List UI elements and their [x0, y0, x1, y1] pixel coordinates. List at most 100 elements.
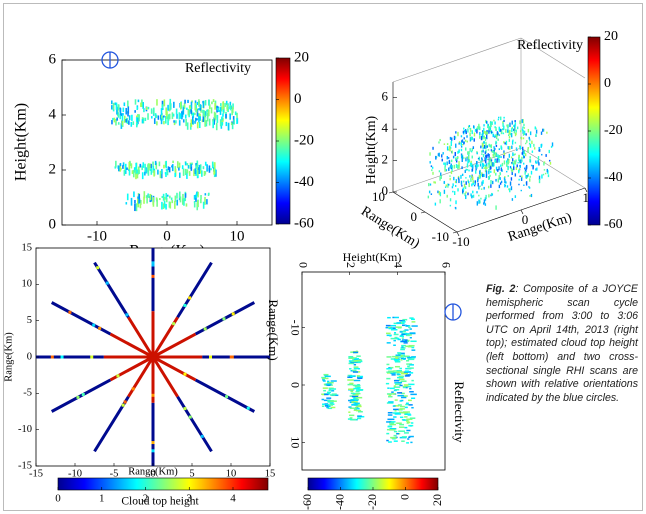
echo [477, 182, 479, 187]
echo [478, 199, 480, 204]
echo [404, 370, 410, 372]
echo [402, 318, 408, 321]
echo [391, 437, 397, 439]
echo [468, 159, 471, 163]
echo [449, 204, 452, 207]
echo [390, 372, 396, 375]
echo [349, 395, 354, 397]
echo [522, 146, 524, 151]
echo [406, 442, 409, 444]
echo [511, 140, 514, 145]
echo [390, 328, 398, 331]
echo [403, 395, 408, 397]
echo [498, 148, 501, 151]
echo [202, 110, 205, 117]
echo [402, 386, 405, 389]
echo [503, 150, 505, 154]
echo [187, 165, 190, 169]
echo [523, 123, 525, 127]
echo [386, 356, 392, 358]
echo [135, 171, 137, 180]
echo [483, 144, 486, 149]
echo [522, 126, 524, 129]
echo [164, 172, 167, 175]
spoke-outer [176, 395, 213, 453]
echo [394, 399, 398, 401]
echo [399, 423, 405, 426]
echo [494, 147, 496, 151]
spoke-spot [172, 322, 176, 326]
spoke-inner [152, 355, 197, 382]
echo [541, 174, 543, 179]
echo [409, 391, 414, 393]
echo [324, 393, 329, 396]
echo [528, 186, 530, 188]
echo [470, 150, 473, 153]
echo [402, 385, 409, 388]
echo [116, 117, 118, 121]
echo [154, 160, 157, 166]
echo [405, 333, 410, 335]
echo [411, 356, 416, 358]
echo [150, 163, 152, 169]
echo [482, 136, 484, 140]
echo [478, 194, 480, 197]
echo [449, 166, 451, 169]
echo [479, 126, 481, 131]
echo [511, 158, 514, 162]
echo [501, 162, 504, 167]
echo [467, 156, 469, 161]
echo [233, 119, 235, 125]
spoke-spot [203, 327, 207, 331]
echo [206, 164, 208, 172]
echo [145, 195, 148, 199]
echo [390, 337, 398, 340]
echo [153, 118, 156, 124]
echo [529, 175, 531, 178]
echo [236, 112, 238, 119]
echo [471, 155, 473, 159]
echo [512, 139, 514, 142]
echo [125, 202, 128, 205]
spoke-spot [200, 434, 204, 438]
echo [461, 166, 463, 170]
echo [163, 196, 166, 201]
echo [495, 205, 497, 210]
echo [485, 174, 488, 178]
echo [453, 135, 456, 140]
echo [210, 168, 212, 171]
echo [530, 164, 533, 167]
echo [479, 163, 482, 167]
echo [481, 150, 483, 153]
echo [484, 164, 487, 167]
echo [451, 186, 454, 189]
spoke-outer [50, 378, 112, 413]
echo [481, 166, 483, 169]
echo [353, 367, 359, 370]
echo [533, 143, 535, 147]
echo [393, 322, 399, 325]
echo [350, 388, 354, 391]
echo [464, 169, 466, 173]
echo [519, 130, 522, 133]
echo [393, 339, 396, 342]
echo [126, 121, 128, 124]
echo [196, 118, 198, 121]
echo [486, 121, 488, 124]
y-axis-label: Range(Km) [506, 210, 574, 245]
echo [538, 179, 541, 184]
echo [220, 106, 223, 112]
echo [155, 162, 158, 170]
echo [483, 173, 485, 178]
echo [450, 163, 452, 168]
echo [499, 182, 502, 185]
echo [464, 192, 466, 197]
echo [178, 120, 181, 126]
echo [402, 419, 409, 421]
echo [486, 145, 488, 148]
echo [503, 141, 505, 144]
spoke-spot [151, 393, 155, 397]
echo [353, 363, 357, 366]
echo [386, 432, 390, 435]
echo [466, 168, 469, 171]
